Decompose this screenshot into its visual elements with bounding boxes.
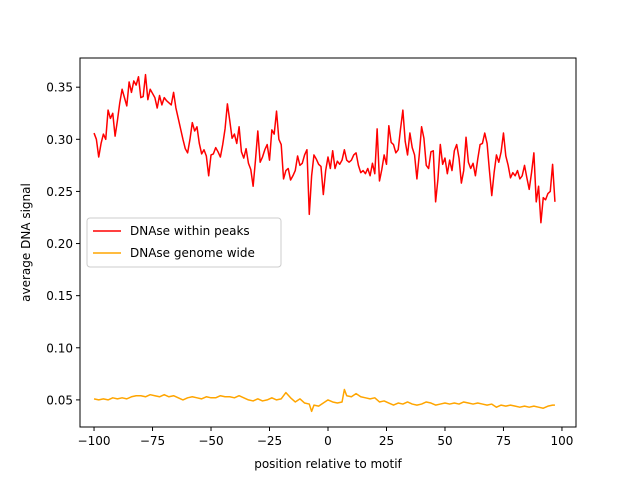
legend-label-within-peaks: DNAse within peaks	[130, 224, 250, 238]
x-tick-label: −100	[78, 434, 111, 448]
x-tick-label: 50	[437, 434, 452, 448]
y-tick-label: 0.30	[46, 133, 73, 147]
x-tick-label: −25	[257, 434, 282, 448]
y-tick-label: 0.35	[46, 81, 73, 95]
y-tick-label: 0.15	[46, 289, 73, 303]
x-axis-label: position relative to motif	[254, 457, 402, 471]
y-tick-label: 0.20	[46, 237, 73, 251]
y-tick-label: 0.10	[46, 341, 73, 355]
x-axis: −100 −75 −50 −25 0 25 50 75 100	[78, 427, 574, 448]
y-axis-label: average DNA signal	[19, 183, 33, 302]
legend-box	[86, 217, 282, 268]
x-tick-label: 0	[324, 434, 332, 448]
series-layer	[93, 73, 556, 413]
x-tick-label: 75	[496, 434, 511, 448]
x-tick-label: 25	[379, 434, 394, 448]
legend-label-genome-wide: DNAse genome wide	[130, 246, 255, 260]
y-tick-label: 0.05	[46, 393, 73, 407]
legend: DNAse within peaks DNAse genome wide	[86, 217, 282, 268]
series-line-genome-wide	[93, 388, 555, 413]
x-tick-label: −50	[198, 434, 223, 448]
x-tick-label: 100	[551, 434, 574, 448]
x-tick-label: −75	[140, 434, 165, 448]
y-axis: 0.05 0.10 0.15 0.20 0.25 0.30 0.35	[46, 81, 80, 407]
series-line-within-peaks	[93, 73, 556, 224]
y-tick-label: 0.25	[46, 185, 73, 199]
